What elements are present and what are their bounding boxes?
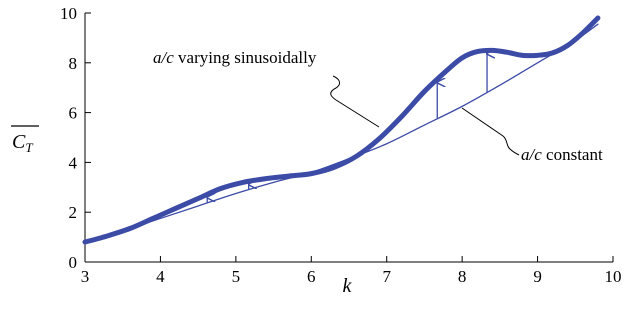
difference-arrows bbox=[207, 54, 487, 203]
annotation-varying-text: varying sinusoidally bbox=[174, 48, 317, 67]
annotation-constant-italic: a/c bbox=[521, 145, 542, 164]
y-axis-title-main: CT bbox=[12, 131, 33, 155]
series-layer bbox=[82, 15, 601, 245]
x-tick-label: 6 bbox=[307, 267, 316, 286]
annotation-varying-italic: a/c bbox=[153, 48, 174, 67]
y-tick-label: 2 bbox=[69, 203, 78, 222]
x-tick-label: 9 bbox=[533, 267, 542, 286]
annotation-varying-leader bbox=[330, 75, 341, 101]
x-tick-label: 5 bbox=[232, 267, 241, 286]
x-tick-label: 10 bbox=[605, 267, 622, 286]
x-axis-title: k bbox=[343, 275, 353, 297]
y-tick-label: 4 bbox=[69, 153, 78, 172]
x-tick-label: 7 bbox=[382, 267, 391, 286]
x-tick-label: 8 bbox=[458, 267, 467, 286]
annotation-constant-leader bbox=[461, 107, 520, 156]
axis-ticks: 3 4 5 6 7 8 9 10 0 2 4 6 8 10 bbox=[60, 4, 622, 286]
y-tick-label: 10 bbox=[60, 4, 77, 23]
annotation-constant-text: constant bbox=[542, 145, 603, 164]
axes bbox=[84, 13, 613, 263]
y-axis-title-sub: T bbox=[25, 140, 33, 155]
series-varying-line bbox=[82, 15, 601, 245]
y-tick-label: 8 bbox=[69, 54, 78, 73]
y-axis-title: CT bbox=[11, 125, 39, 155]
x-tick-label: 3 bbox=[81, 267, 90, 286]
annotation-varying: a/c varying sinusoidally bbox=[153, 48, 317, 67]
y-tick-label: 6 bbox=[69, 104, 78, 123]
y-tick-label: 0 bbox=[69, 253, 78, 272]
annotation-varying-pointer bbox=[335, 99, 380, 128]
annotations: a/c varying sinusoidally a/c constant bbox=[153, 48, 603, 164]
x-tick-label: 4 bbox=[156, 267, 165, 286]
annotation-constant: a/c constant bbox=[521, 145, 603, 164]
